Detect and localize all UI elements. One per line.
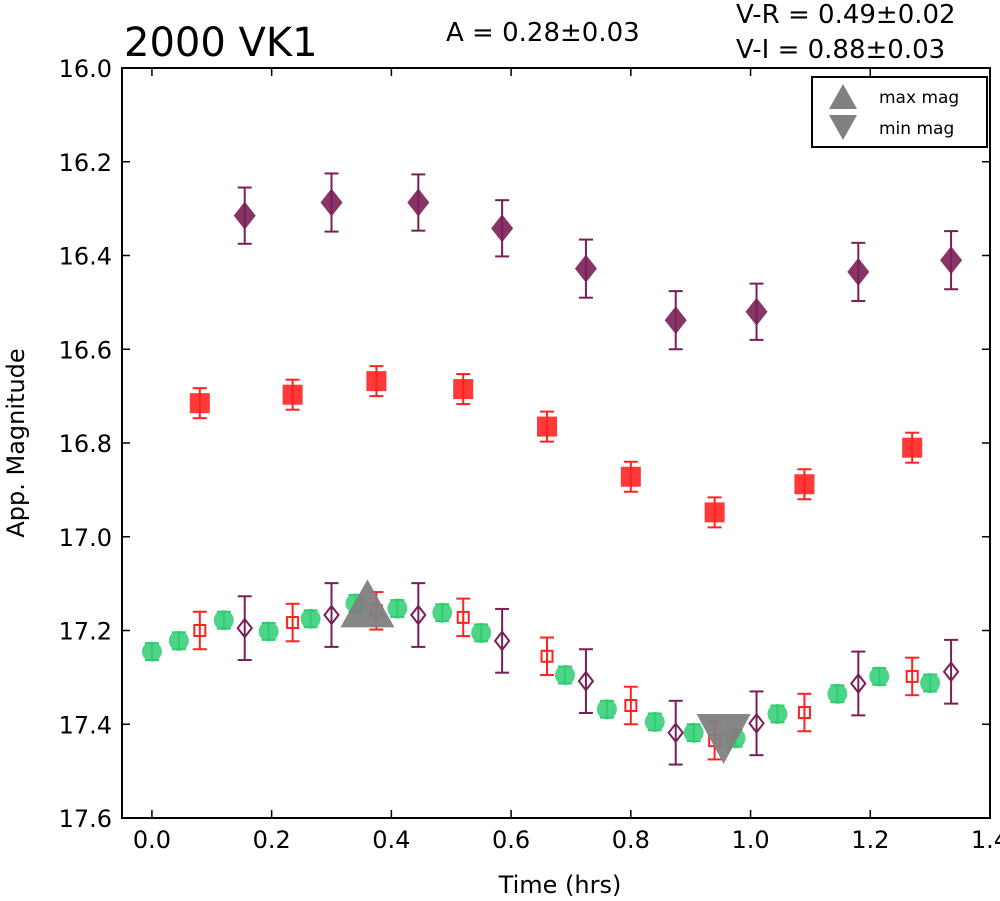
data-point-square [537,416,558,437]
legend-max-mag-marker [829,84,857,109]
data-point-diamond [847,257,870,286]
series-1 [189,365,923,529]
data-point-diamond [233,201,256,230]
data-point-circle [258,621,279,642]
x-tick-label: 0.6 [492,826,530,854]
chart-title: 2000 VK1 [124,20,318,66]
data-point-diamond [574,254,597,283]
x-tick-label: 0.4 [372,826,410,854]
extrema-markers [340,579,751,764]
y-axis-title: App. Magnitude [2,348,30,537]
x-tick-label: 0.0 [133,826,171,854]
y-tick-label: 17.2 [59,618,112,646]
series-4 [236,582,960,766]
data-point-circle [827,683,848,704]
x-tick-label: 1.4 [971,826,1000,854]
data-point-square [453,379,474,400]
y-tick-label: 16.0 [59,55,112,83]
min-mag-marker [696,713,751,764]
data-point-circle [920,673,941,693]
y-tick-label: 17.6 [59,805,112,833]
data-point-open-diamond [493,630,511,652]
data-point-square [620,466,641,487]
data-point-circle [141,641,162,662]
data-point-open-diamond [323,604,340,626]
data-point-circle [300,608,321,629]
v-i-annotation: V-I = 0.88±0.03 [736,35,945,65]
y-tick-label: 17.0 [59,524,112,552]
legend-label-min-mag: min mag [879,119,954,139]
data-point-circle [168,630,189,651]
y-tick-label: 16.2 [59,149,112,177]
data-point-circle [869,666,890,687]
y-tick-label: 16.6 [59,336,112,364]
data-point-open-diamond [850,672,867,695]
data-point-open-square [797,706,811,720]
data-point-square [366,371,387,392]
v-r-annotation: V-R = 0.49±0.02 [736,0,956,30]
data-point-square [189,393,210,414]
data-point-diamond [407,188,430,217]
data-point-diamond [745,297,768,326]
data-point-open-square [286,616,300,630]
data-point-diamond [940,246,963,275]
data-point-square [282,384,303,405]
y-tick-label: 17.4 [59,711,112,739]
x-tick-label: 0.8 [612,826,650,854]
x-tick-label: 0.2 [253,826,291,854]
series-0 [233,172,963,351]
data-point-diamond [491,214,514,243]
legend-label-max-mag: max mag [879,88,959,108]
data-point-circle [387,598,408,619]
data-point-circle [471,622,492,643]
data-point-diamond [320,188,343,217]
data-point-open-diamond [667,722,684,744]
data-point-open-square [456,610,470,624]
data-point-square [902,437,923,458]
data-point-square [794,474,815,495]
legend: max mag min mag [811,76,988,148]
data-point-open-diamond [942,661,960,683]
max-mag-marker [340,579,395,628]
data-point-open-diamond [748,712,765,734]
x-tick-label: 1.0 [731,826,769,854]
data-point-open-diamond [410,604,427,626]
data-point-circle [767,703,788,724]
data-point-open-square [905,669,919,683]
y-tick-label: 16.4 [59,243,112,271]
data-point-circle [432,602,453,623]
plot-frame [121,67,991,819]
data-point-circle [596,699,617,720]
amplitude-annotation: A = 0.28±0.03 [446,18,640,48]
y-tick-label: 16.8 [59,430,112,458]
data-point-square [704,502,725,523]
data-point-open-diamond [236,617,253,639]
plot-marks [141,172,963,766]
legend-min-mag-marker [829,115,857,140]
data-point-open-square [193,624,207,637]
data-point-circle [644,711,665,732]
data-point-circle [213,610,234,631]
data-point-open-square [624,699,638,712]
data-point-open-diamond [577,670,595,692]
x-tick-label: 1.2 [851,826,889,854]
data-point-circle [554,665,575,686]
data-point-circle [683,722,704,743]
axis-ticks: 0.0 0.2 0.4 0.6 0.8 1.0 1.2 1.4 16.0 16.2 16.4 16.6… [59,55,1000,854]
data-point-open-square [540,649,554,663]
data-point-diamond [664,306,687,335]
series-2 [141,593,941,749]
x-axis-title: Time (hrs) [498,871,622,899]
